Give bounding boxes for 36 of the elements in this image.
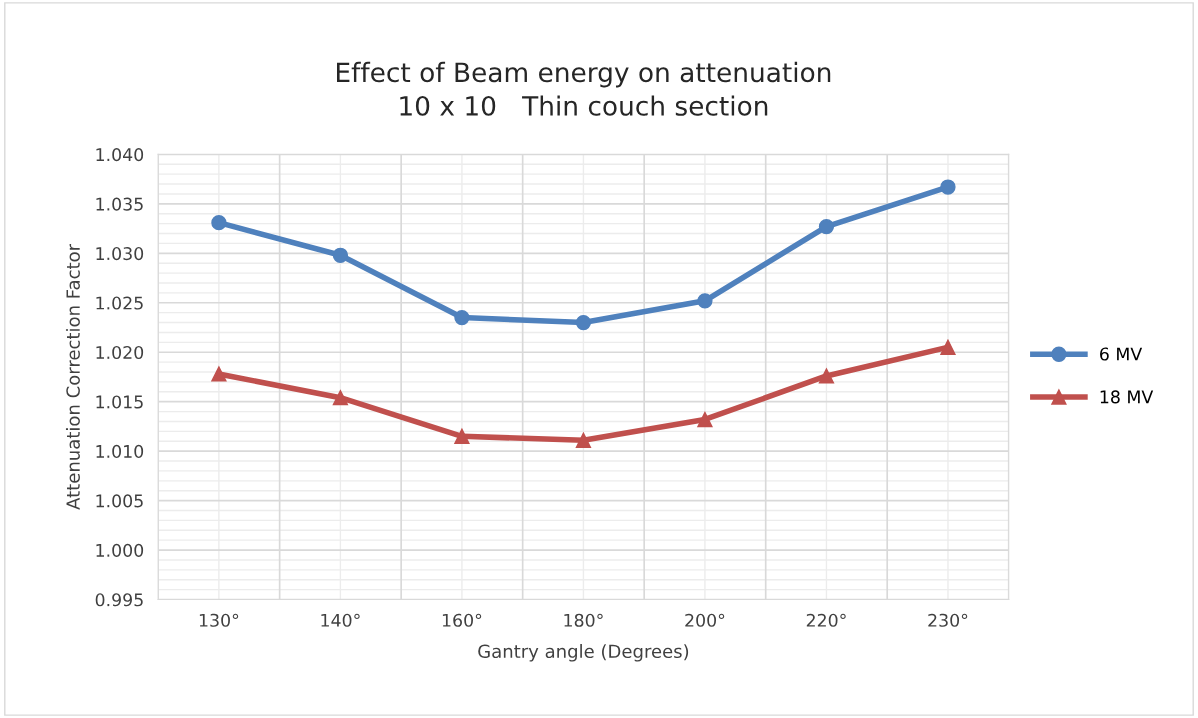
point [211,366,227,382]
point [818,368,835,384]
point [697,293,713,309]
y-tick-label: 1.005 [96,494,143,508]
point [332,390,349,406]
y-tick-label: 1.010 [96,444,144,458]
x-tick-label: 200° [685,613,725,627]
point [454,428,470,444]
point [818,218,835,235]
y-tick-label: 1.040 [96,148,144,162]
x-tick-label: 160° [442,613,482,627]
point [575,432,592,448]
y-tick-label: 0.995 [95,593,143,607]
y-tick-label: 1.025 [96,296,143,310]
chart-title: Effect of Beam energy on attenuation 10 x 10 Thin couch section [337,61,831,116]
y-tick-label: 1.035 [96,197,143,211]
y-tick-label: 1.030 [96,247,144,261]
x-tick-label: 130° [199,613,239,627]
point [575,314,592,331]
point [940,179,956,195]
y-tick-label: 1.000 [96,543,144,557]
point [332,247,349,263]
y-tick-label: 1.015 [96,395,143,409]
x-tick-label: 140° [321,613,360,627]
point [697,411,713,428]
x-tick-label: 180° [564,613,603,627]
point [940,339,956,355]
x-tick-label: 220° [806,613,846,627]
point [211,214,227,231]
y-tick-label: 1.020 [96,345,144,360]
x-tick-label: 230° [928,613,968,627]
y-axis-title: Attenuation Correction Factor [65,243,80,510]
legend-label: 18 MV [1100,390,1154,404]
legend-label: 6 MV [1100,347,1143,361]
point [454,309,470,326]
x-axis-title: Gantry angle (Degrees) [478,644,689,662]
